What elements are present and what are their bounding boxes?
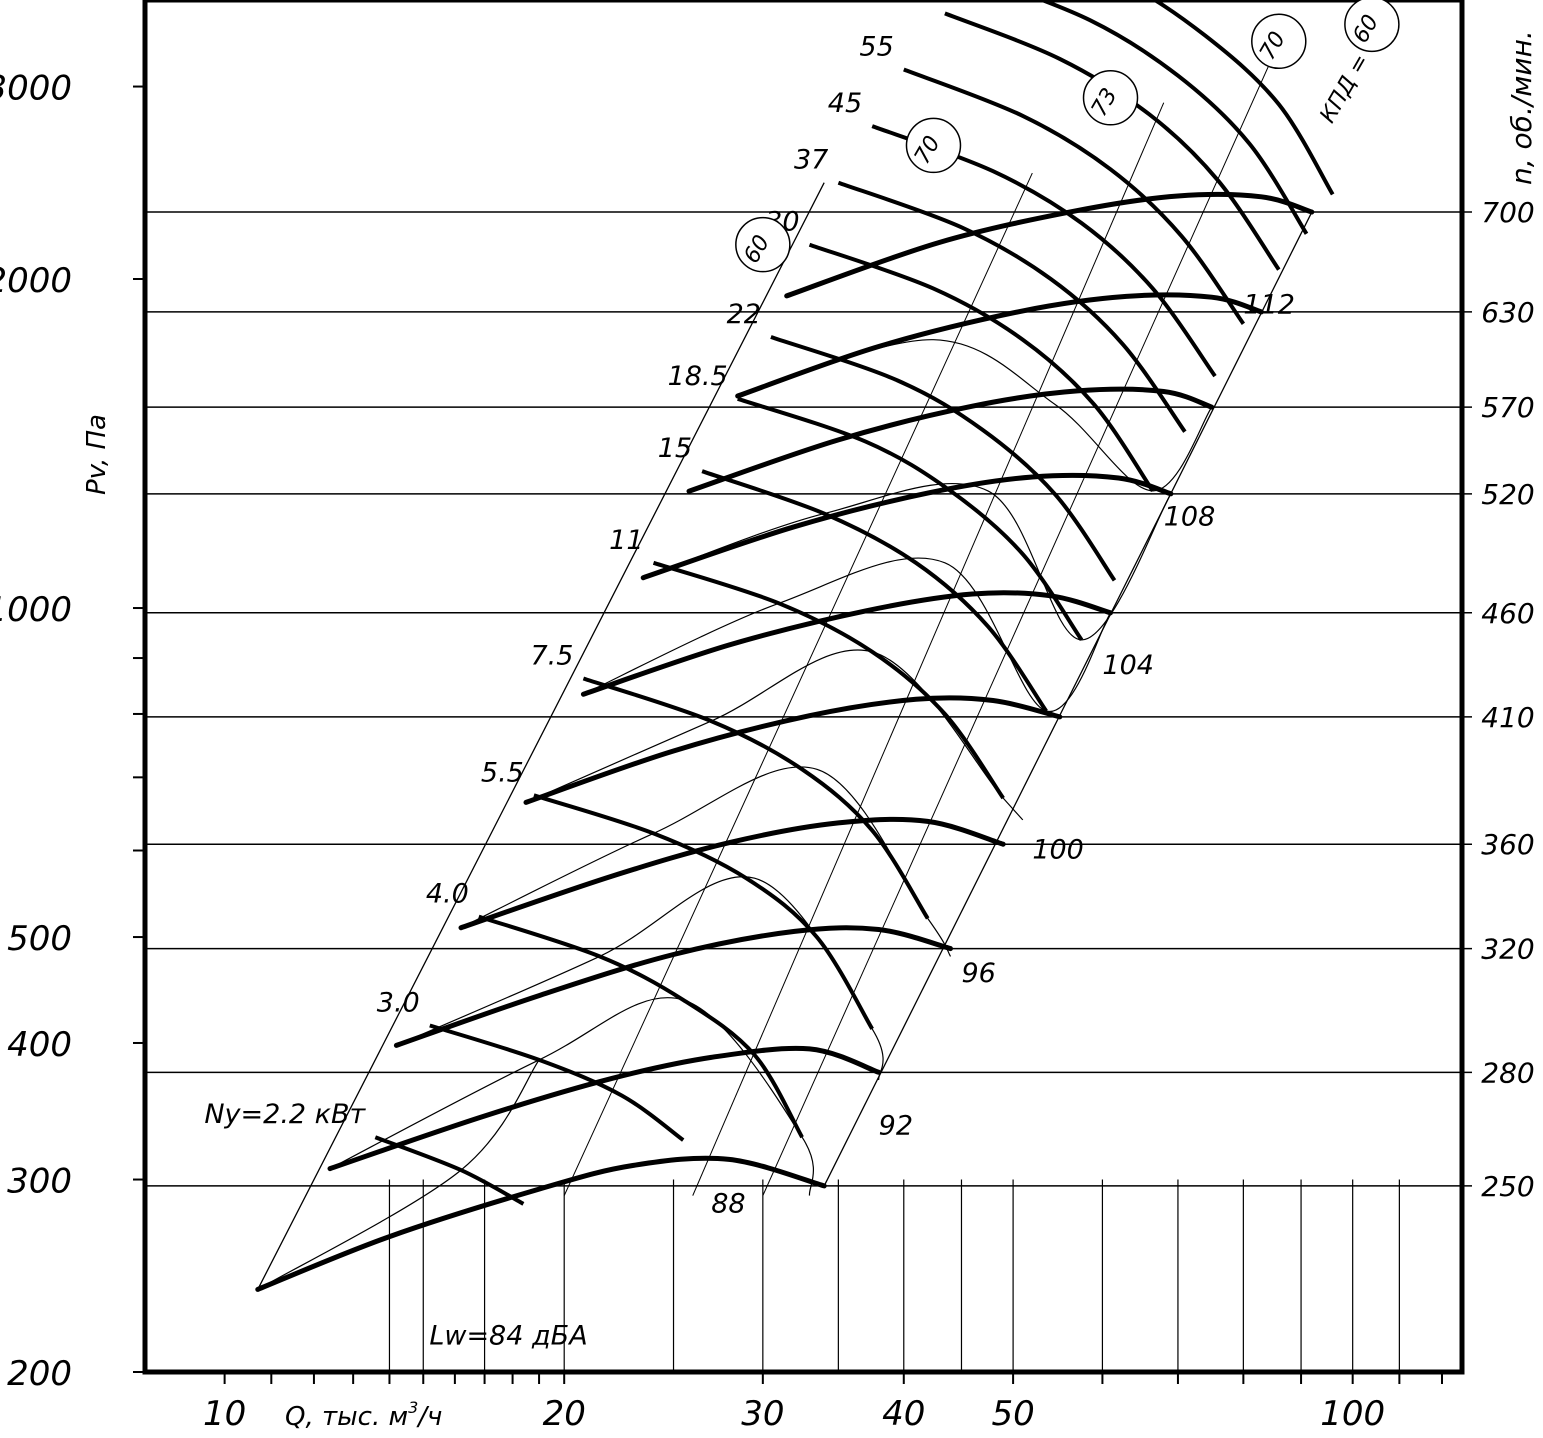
noise-label: 112: [1243, 289, 1295, 320]
y-tick-label: 2000: [0, 261, 72, 301]
power-label: 7.5: [530, 641, 573, 672]
speed-curve: [640, 472, 1174, 581]
power-label: 22: [727, 299, 761, 330]
power-curve: [533, 793, 874, 1030]
noise-label: 92: [879, 1110, 913, 1141]
x-tick-label: 30: [741, 1394, 784, 1434]
noise-curve: [583, 557, 1112, 712]
efficiency-circle: [905, 117, 962, 174]
speed-curve: [327, 1045, 882, 1172]
power-curve: [944, 11, 1281, 271]
rpm-label: 630: [1481, 296, 1534, 329]
power-label: 45: [828, 88, 862, 119]
x-tick-label: 100: [1320, 1394, 1385, 1434]
x-tick-label: 40: [882, 1394, 925, 1434]
power-label: 75: [901, 0, 935, 6]
y2-axis-title: n, об./мин.: [1505, 30, 1538, 185]
x-axis-title-prefix: Q, тыс. м: [285, 1402, 408, 1432]
y-tick-label: 400: [7, 1025, 72, 1065]
power-curves: [374, 0, 1335, 1206]
efficiency-circle: [1251, 13, 1307, 70]
speed-curve: [393, 925, 953, 1048]
speed-curve: [686, 386, 1215, 494]
efficiency-ray: [692, 102, 1165, 1196]
efficiency-circle: [735, 216, 791, 273]
x-axis-title: Q, тыс. м3/ч: [285, 1398, 442, 1432]
x-tick-label: 10: [203, 1394, 246, 1434]
power-label: 11: [609, 525, 643, 556]
power-label: 55: [859, 31, 893, 62]
speed-curve: [784, 192, 1315, 299]
y-tick-label: 1000: [0, 590, 72, 630]
noise-label: 96: [961, 958, 995, 989]
speed-curve: [523, 695, 1063, 805]
speed-curve: [255, 1155, 827, 1292]
speed-curve: [735, 292, 1264, 399]
noise-label: 88: [711, 1188, 745, 1219]
power-label: 15: [658, 433, 692, 464]
rpm-label: 360: [1481, 828, 1534, 861]
grid: [145, 211, 1472, 1372]
power-label: 3.0: [377, 988, 420, 1019]
efficiency-circle: [1344, 0, 1400, 53]
speed-curves: [255, 192, 1315, 1292]
power-label: 18.5: [668, 361, 728, 392]
rpm-label: 320: [1481, 933, 1534, 966]
efficiency-title: КПД =: [1315, 50, 1374, 127]
plot-border: [142, 0, 1465, 1375]
x-tick-label: 50: [991, 1394, 1034, 1434]
noise-curve: [257, 1059, 540, 1290]
power-label: 4.0: [426, 879, 469, 910]
noise-label: 108: [1164, 501, 1216, 532]
power-curve: [808, 242, 1155, 493]
noise-curve: [396, 876, 884, 1081]
plot-frame: [133, 0, 1465, 1384]
power-curve: [429, 1023, 685, 1142]
power-curve: [903, 67, 1246, 325]
rpm-label: 520: [1481, 478, 1534, 511]
power-label: 37: [794, 145, 828, 176]
power-curve: [837, 180, 1187, 433]
noise-curve: [329, 997, 815, 1196]
noise-label: 100: [1032, 834, 1084, 865]
rpm-label: 460: [1481, 597, 1534, 630]
efficiency-ray: [762, 55, 1274, 1196]
rpm-label: 250: [1481, 1170, 1534, 1203]
rpm-label: 410: [1481, 701, 1534, 734]
y-tick-label: 3000: [0, 69, 72, 109]
x-axis-title-suffix: /ч: [416, 1402, 442, 1432]
efficiency-ray: [563, 172, 1033, 1196]
power-curve: [582, 676, 930, 920]
rpm-label: 700: [1481, 196, 1534, 229]
rpm-label: 280: [1481, 1056, 1534, 1089]
noise-label: 104: [1102, 650, 1154, 681]
noise-curve: [642, 483, 1172, 641]
power-label: 5.5: [481, 757, 524, 788]
speed-curve: [458, 816, 1006, 931]
y-axis-title: Pv, Па: [82, 414, 112, 495]
y-tick-label: 500: [7, 919, 72, 959]
noise-label: Lw=84 дБА: [429, 1320, 587, 1351]
y-tick-label: 300: [7, 1162, 72, 1202]
power-curve: [1151, 0, 1335, 196]
noise-curve: [525, 649, 1024, 821]
x-tick-label: 20: [543, 1394, 586, 1434]
power-label: Ny=2.2 кВт: [204, 1099, 366, 1130]
y-tick-label: 200: [7, 1354, 72, 1394]
speed-curve: [580, 590, 1113, 697]
power-curve: [770, 335, 1117, 582]
efficiency-circle: [1082, 70, 1139, 126]
power-curve: [478, 914, 804, 1139]
rpm-label: 570: [1481, 391, 1534, 424]
power-curve: [701, 469, 1048, 713]
x-axis-title-sup: 3: [408, 1398, 418, 1417]
left-boundary-line: [257, 182, 825, 1290]
power-curve: [652, 560, 1005, 800]
